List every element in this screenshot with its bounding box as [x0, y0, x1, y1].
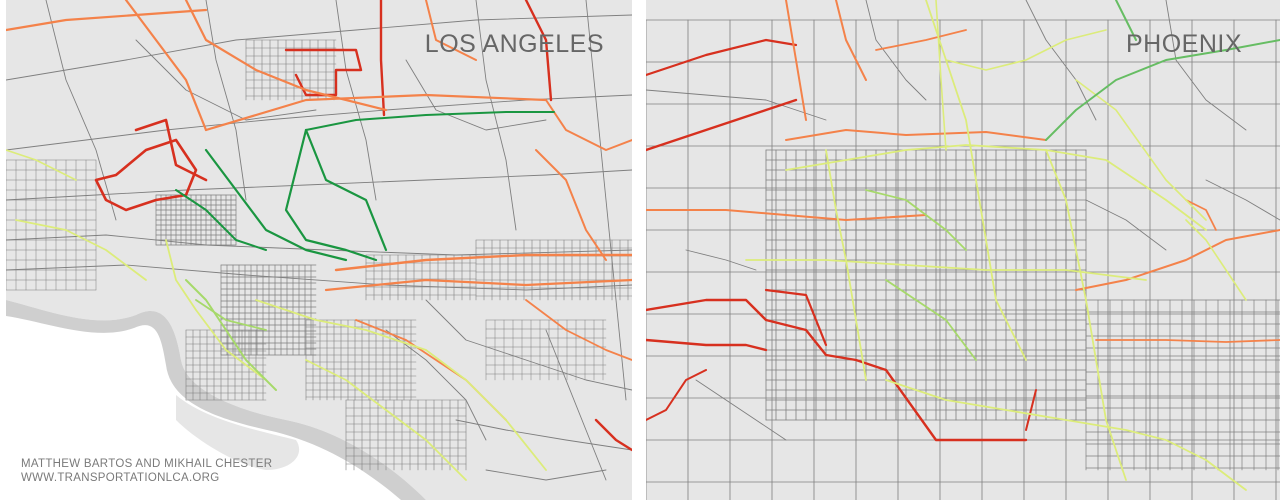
- arterial-road: [425, 299, 632, 391]
- transit-route: [175, 189, 267, 251]
- transit-route: [646, 369, 707, 421]
- transit-route: [524, 0, 553, 102]
- transit-route: [885, 379, 1247, 491]
- transit-route: [785, 0, 807, 121]
- arterial-road: [405, 59, 547, 131]
- transit-route: [334, 253, 632, 272]
- transit-route: [646, 38, 798, 77]
- arterial-road: [485, 469, 607, 481]
- transit-route: [284, 128, 378, 262]
- transit-route: [1115, 0, 1137, 41]
- transit-route: [15, 219, 147, 281]
- transit-route: [184, 0, 388, 112]
- arterial-road: [6, 94, 632, 151]
- transit-route: [745, 259, 1147, 281]
- arterial-road: [335, 0, 377, 201]
- arterial-road: [385, 329, 487, 441]
- transit-route: [324, 278, 632, 292]
- transit-route: [134, 118, 208, 182]
- transit-route: [885, 279, 977, 361]
- transit-route: [535, 149, 607, 261]
- arterial-road: [685, 249, 757, 271]
- map-title-phoenix: PHOENIX: [1125, 30, 1242, 58]
- arterial-road: [45, 0, 117, 221]
- los-angeles-map-canvas: [6, 0, 632, 500]
- transit-route: [545, 99, 632, 151]
- transit-routes: [6, 0, 632, 481]
- arterial-road: [135, 39, 317, 121]
- phoenix-map-canvas: [646, 0, 1280, 500]
- arterial-road: [1165, 0, 1247, 131]
- arterial-road: [475, 0, 517, 231]
- transit-route: [865, 189, 967, 251]
- arterial-road: [585, 0, 627, 401]
- transit-route: [305, 111, 555, 131]
- transit-route: [1095, 339, 1280, 343]
- los-angeles-map: LOS ANGELES MATTHEW BARTOS AND MIKHAIL C…: [6, 0, 632, 500]
- transit-route: [165, 239, 267, 381]
- transit-route: [764, 288, 828, 347]
- arterial-road: [1085, 199, 1167, 251]
- arterial-road: [6, 234, 632, 256]
- arterial-road: [695, 379, 787, 441]
- transit-route: [825, 149, 867, 381]
- arterial-road: [545, 329, 607, 481]
- arterial-road: [455, 419, 632, 451]
- transit-route: [204, 93, 548, 132]
- transit-route: [785, 129, 1047, 141]
- transit-route: [646, 298, 1028, 442]
- transit-route: [425, 0, 477, 61]
- transit-route: [525, 299, 632, 361]
- arterial-road: [6, 14, 632, 81]
- transit-route: [875, 29, 967, 51]
- transit-route: [305, 359, 467, 481]
- arterial-road: [6, 264, 632, 291]
- transit-route: [6, 8, 208, 32]
- transit-route: [6, 149, 77, 181]
- transit-route: [785, 144, 1207, 231]
- transit-route: [1045, 39, 1280, 141]
- transit-route: [646, 209, 927, 221]
- transit-route: [1075, 229, 1280, 291]
- arterial-road: [865, 0, 927, 101]
- transit-route: [1185, 199, 1217, 231]
- transit-route: [646, 338, 768, 352]
- transit-route: [1045, 149, 1127, 481]
- transit-routes: [646, 0, 1280, 491]
- transit-route: [195, 299, 267, 331]
- transit-route: [124, 0, 208, 132]
- credit-website: WWW.TRANSPORTATIONLCA.ORG: [21, 472, 220, 484]
- phoenix-map: PHOENIX: [646, 0, 1280, 500]
- transit-route: [594, 418, 632, 452]
- transit-route: [284, 48, 363, 97]
- transit-route: [1185, 219, 1247, 301]
- arterial-road: [1205, 179, 1280, 221]
- transit-route: [255, 299, 547, 471]
- transit-route: [646, 98, 798, 152]
- transit-route: [204, 148, 348, 262]
- transit-route: [935, 0, 947, 151]
- palos-verdes-land: [176, 395, 300, 470]
- transit-route: [304, 128, 388, 252]
- credit-authors: MATTHEW BARTOS AND MIKHAIL CHESTER: [21, 458, 273, 470]
- transit-route: [1025, 389, 1037, 431]
- transit-route: [94, 138, 198, 212]
- transit-route: [835, 0, 867, 81]
- map-title-los-angeles: LOS ANGELES: [424, 30, 604, 58]
- arterial-road: [1025, 0, 1097, 121]
- transit-route: [945, 29, 1107, 71]
- arterial-road: [646, 89, 827, 121]
- arterial-road: [205, 0, 247, 201]
- transit-route: [185, 279, 277, 391]
- local-road-grid: [646, 0, 1280, 500]
- transit-route: [1075, 79, 1207, 221]
